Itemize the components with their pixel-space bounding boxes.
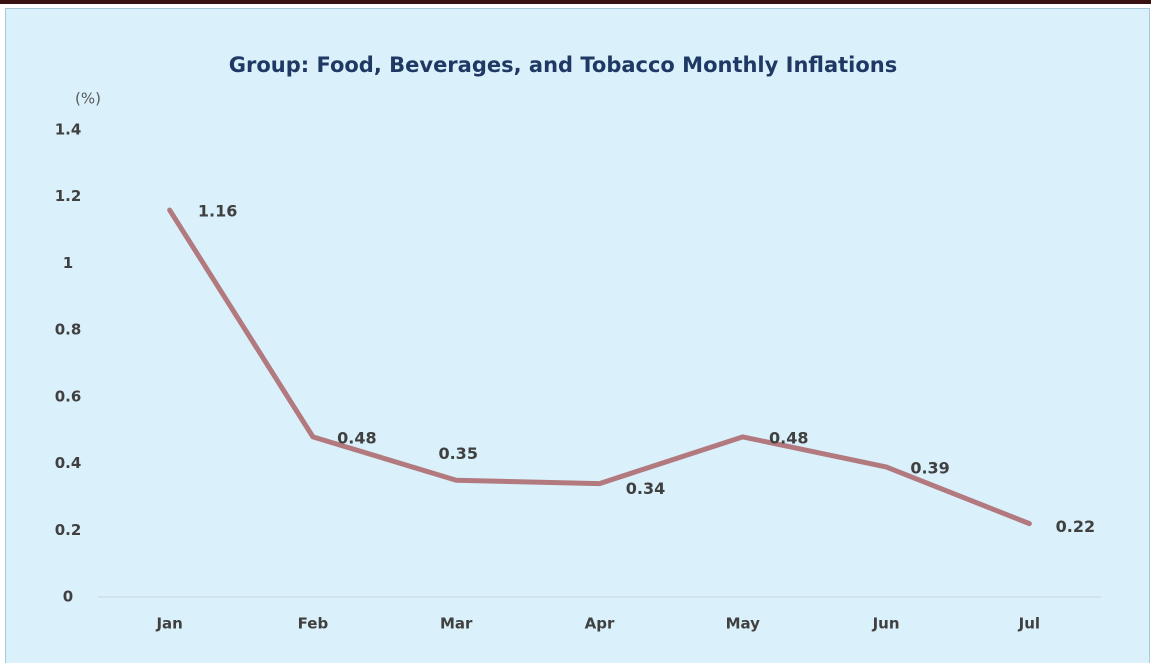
data-label: 0.48 [769,428,808,447]
data-label: 0.34 [626,479,665,498]
y-tick-label: 0.8 [55,321,82,339]
y-tick-label: 0.4 [55,454,82,472]
x-tick-label: Jun [872,615,900,633]
y-tick-label: 0 [63,588,73,606]
data-label: 0.48 [337,428,376,447]
data-label: 0.35 [438,444,477,463]
y-tick-label: 1.2 [55,187,82,205]
x-tick-label: Jan [155,615,182,633]
line-series [167,207,1032,527]
data-label: 0.22 [1056,517,1095,536]
top-border [0,0,1151,4]
data-label: 1.16 [198,202,237,221]
x-tick-label: Jul [1018,615,1040,633]
data-label: 0.39 [910,458,949,477]
chart-title: Group: Food, Beverages, and Tobacco Mont… [229,53,898,77]
x-tick-label: Mar [440,615,473,633]
y-axis-unit: (%) [75,90,101,108]
y-tick-label: 0.6 [55,387,82,405]
x-tick-label: May [726,615,761,633]
x-tick-label: Apr [585,615,615,633]
x-tick-label: Feb [298,615,329,633]
y-tick-label: 1 [63,254,73,272]
y-tick-label: 1.4 [55,121,82,139]
chart-area [5,8,1150,663]
y-tick-label: 0.2 [55,521,82,539]
